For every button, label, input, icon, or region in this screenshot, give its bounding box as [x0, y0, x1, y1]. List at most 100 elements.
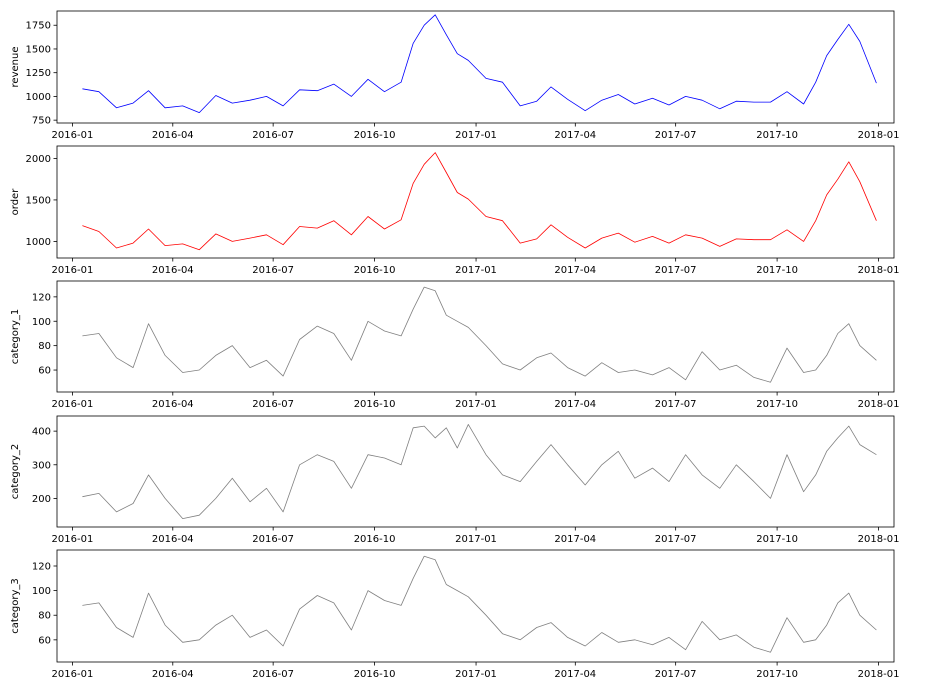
x-tick-label: 2017-01 — [455, 534, 497, 545]
data-point — [384, 600, 385, 601]
data-point — [367, 590, 368, 591]
y-axis-label: category_2 — [10, 444, 21, 500]
data-point — [634, 103, 635, 104]
data-point — [585, 376, 586, 377]
plot-frame — [56, 280, 895, 393]
data-point — [815, 474, 816, 475]
data-point — [182, 105, 183, 106]
data-point — [585, 484, 586, 485]
data-point — [232, 615, 233, 616]
data-point — [652, 236, 653, 237]
data-point — [876, 220, 877, 221]
data-point — [618, 94, 619, 95]
data-point — [668, 637, 669, 638]
x-tick-label: 2016-01 — [52, 669, 94, 680]
data-point — [424, 164, 425, 165]
data-point — [719, 369, 720, 370]
y-tick-label: 1500 — [26, 44, 51, 55]
data-point — [803, 372, 804, 373]
data-point — [215, 625, 216, 626]
data-point — [803, 103, 804, 104]
data-point — [468, 60, 469, 61]
data-point — [502, 220, 503, 221]
data-point — [351, 234, 352, 235]
data-point — [736, 238, 737, 239]
data-point — [435, 152, 436, 153]
panel-order: 1000 1500 2000 2016-01 2016-04 2016-07 2016-10… — [10, 145, 900, 276]
data-point — [82, 605, 83, 606]
data-point — [848, 426, 849, 427]
y-tick-label: 1500 — [26, 195, 51, 206]
data-point — [753, 377, 754, 378]
data-point — [266, 629, 267, 630]
data-point — [770, 102, 771, 103]
data-point — [719, 488, 720, 489]
data-point — [826, 194, 827, 195]
data-point — [567, 637, 568, 638]
data-point — [384, 91, 385, 92]
data-point — [719, 639, 720, 640]
data-point — [520, 243, 521, 244]
x-tick-label: 2016-04 — [152, 130, 194, 141]
data-point — [446, 315, 447, 316]
data-point — [401, 335, 402, 336]
data-point — [770, 652, 771, 653]
data-point — [815, 220, 816, 221]
data-point — [520, 481, 521, 482]
data-point — [848, 161, 849, 162]
data-point — [435, 437, 436, 438]
data-point — [652, 98, 653, 99]
y-axis-label: revenue — [10, 47, 21, 88]
x-tick-label: 2017-07 — [655, 130, 697, 141]
data-point — [550, 622, 551, 623]
data-point — [859, 181, 860, 182]
data-point — [351, 629, 352, 630]
data-point — [815, 369, 816, 370]
x-tick-label: 2016-10 — [354, 130, 396, 141]
data-point — [116, 511, 117, 512]
data-point — [333, 333, 334, 334]
panel-category-1: 60 80 100 120 2016-01 2016-04 2016-07 2016-10 20… — [10, 280, 899, 410]
data-point — [550, 352, 551, 353]
data-point — [536, 627, 537, 628]
y-tick-label: 2000 — [26, 154, 51, 165]
x-tick-label: 2017-01 — [455, 130, 497, 141]
data-point — [803, 241, 804, 242]
data-point — [550, 224, 551, 225]
data-point — [199, 639, 200, 640]
data-point — [435, 559, 436, 560]
data-point — [585, 645, 586, 646]
y-axis-label: category_1 — [10, 309, 21, 365]
data-point — [457, 447, 458, 448]
data-point — [736, 464, 737, 465]
data-point — [98, 333, 99, 334]
data-point — [736, 365, 737, 366]
panel-revenue: 750 1000 1250 1500 1750 2016-01 2016-04 2016-07… — [10, 10, 899, 141]
data-point — [485, 615, 486, 616]
data-point — [826, 355, 827, 356]
x-tick-label: 2017-07 — [655, 534, 697, 545]
x-tick-label: 2017-04 — [554, 130, 596, 141]
data-point — [457, 53, 458, 54]
data-point — [786, 229, 787, 230]
data-point — [550, 86, 551, 87]
y-axis-label: order — [10, 188, 21, 216]
data-point — [249, 367, 250, 368]
data-point — [116, 247, 117, 248]
data-point — [770, 239, 771, 240]
data-point — [116, 107, 117, 108]
data-point — [82, 335, 83, 336]
data-point — [585, 247, 586, 248]
data-point — [299, 464, 300, 465]
data-point — [384, 330, 385, 331]
data-point — [786, 454, 787, 455]
data-point — [550, 444, 551, 445]
series-line-category-3 — [82, 555, 877, 653]
data-point — [567, 464, 568, 465]
y-tick-label: 100 — [32, 317, 51, 328]
data-point — [485, 216, 486, 217]
x-tick-label: 2018-01 — [858, 265, 900, 276]
data-point — [634, 369, 635, 370]
data-point — [165, 107, 166, 108]
x-tick-label: 2016-01 — [52, 534, 94, 545]
